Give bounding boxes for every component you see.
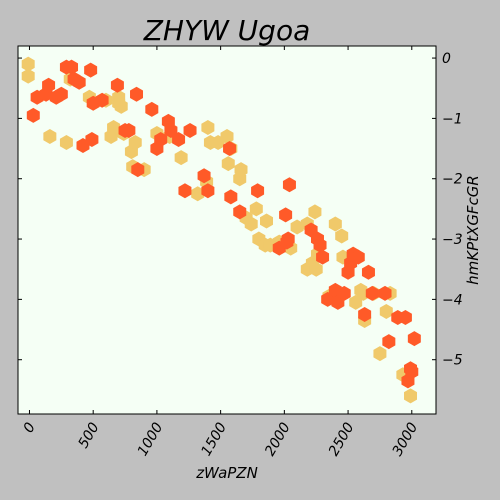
y-tick-label: 0 (442, 51, 451, 67)
scatter-point (114, 98, 128, 114)
points-layer (21, 56, 421, 404)
scatter-point (95, 92, 109, 108)
scatter-point (249, 201, 263, 217)
scatter-point (321, 291, 335, 307)
scatter-point (233, 204, 247, 220)
scatter-point (281, 231, 295, 247)
y-tick-label: −5 (442, 353, 463, 369)
scatter-point (290, 219, 304, 235)
scatter-point (128, 135, 142, 151)
scatter-point (309, 261, 323, 277)
scatter-point (316, 249, 330, 265)
scatter-point (59, 135, 73, 151)
scatter-point (122, 122, 136, 138)
y-tick-label: −1 (442, 111, 463, 127)
scatter-point (164, 122, 178, 138)
scatter-point (349, 294, 363, 310)
scatter-point (335, 228, 349, 244)
scatter-point (378, 285, 392, 301)
scatter-point (21, 56, 35, 72)
scatter-point (172, 132, 186, 148)
scatter-point (130, 86, 144, 102)
scatter-point (21, 68, 35, 84)
scatter-point (131, 162, 145, 178)
scatter-point (65, 59, 79, 75)
scatter-point (373, 346, 387, 362)
scatter-point (221, 156, 235, 172)
scatter-point (251, 183, 265, 199)
scatter-point (178, 183, 192, 199)
scatter-point (244, 216, 258, 232)
scatter-point (220, 128, 234, 144)
scatter-point (361, 264, 375, 280)
scatter-point (365, 285, 379, 301)
scatter-point (358, 306, 372, 322)
x-axis-label: zWaPZN (195, 464, 258, 482)
y-axis: 0 −1 −2 −3 −4 −5 (18, 51, 463, 369)
scatter-point (328, 216, 342, 232)
scatter-point (282, 177, 296, 193)
scatter-point (84, 62, 98, 78)
y-tick-label: −4 (442, 292, 463, 308)
scatter-point (308, 204, 322, 220)
scatter-point (110, 77, 124, 93)
scatter-point (407, 331, 421, 347)
scatter-point (337, 285, 351, 301)
scatter-point (313, 237, 327, 253)
scatter-point (26, 107, 40, 123)
scatter-point (191, 186, 205, 202)
plot-frame (17, 45, 437, 415)
y-tick-label: −3 (442, 232, 463, 248)
scatter-point (183, 122, 197, 138)
scatter-point (197, 168, 211, 184)
scatter-point (260, 213, 273, 229)
scatter-point (85, 132, 99, 148)
scatter-point (54, 86, 68, 102)
scatter-point (145, 101, 159, 117)
scatter-point (174, 150, 188, 166)
scatter-point (404, 388, 418, 404)
scatter-point (223, 141, 237, 157)
scatter-point (154, 132, 168, 148)
scatter-point (379, 303, 393, 319)
scatter-point (224, 189, 238, 205)
y-tick-label: −2 (442, 172, 463, 188)
scatter-point (201, 119, 215, 135)
plot-area (18, 46, 436, 414)
chart-title: ZHYW Ugoa (143, 14, 310, 47)
scatter-point (43, 128, 57, 144)
scatter-point (72, 74, 86, 90)
scatter-point (398, 309, 412, 325)
scatter-point (279, 207, 293, 223)
scatter-point (351, 249, 365, 265)
scatter-point (405, 364, 419, 380)
y-axis-label: hmKPtXGFcGR (464, 175, 482, 285)
scatter-point (201, 183, 215, 199)
scatter-point (234, 162, 248, 178)
scatter-point (42, 77, 56, 93)
scatter-point (382, 334, 396, 350)
scatter-point (107, 119, 121, 135)
